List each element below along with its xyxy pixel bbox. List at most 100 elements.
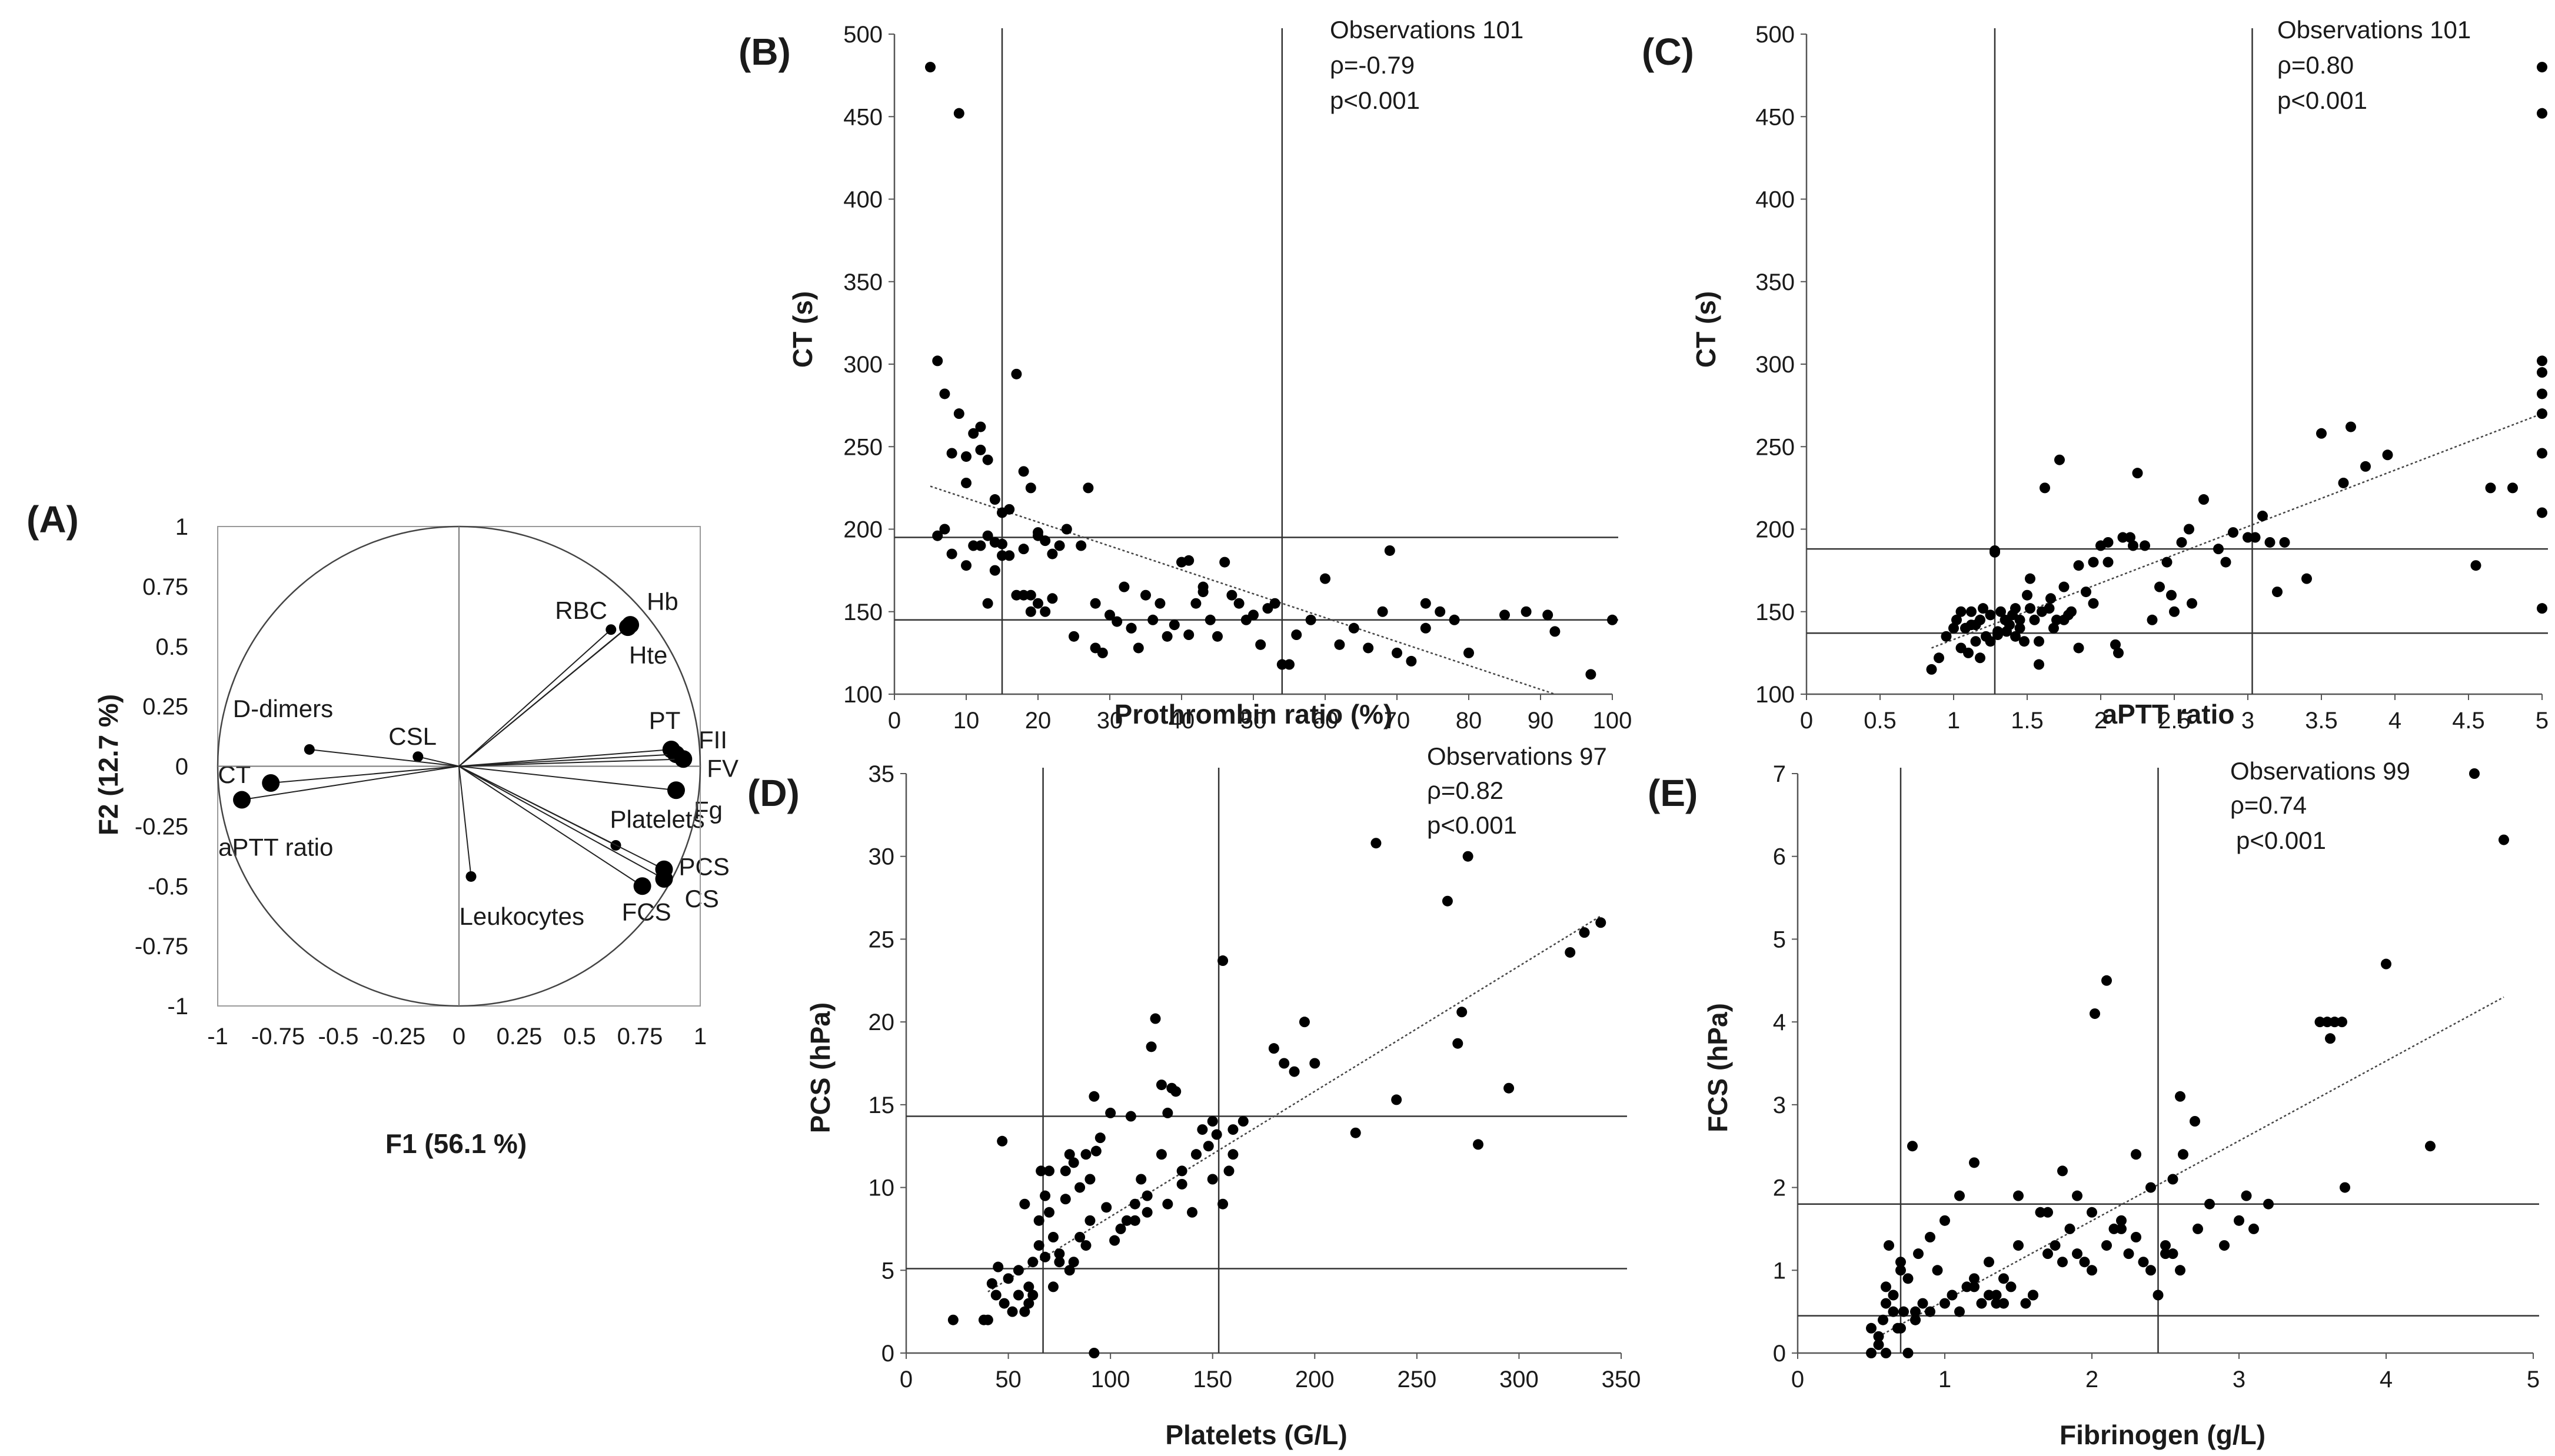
panel-b-data-point — [925, 62, 936, 73]
panel-e-y-tick-label: 7 — [1773, 761, 1786, 787]
panel-b-y-tick-label: 450 — [843, 104, 883, 130]
panel-b-data-point — [1212, 631, 1223, 642]
panel-b-x-tick-label: 40 — [1169, 708, 1195, 734]
panel-b-data-point — [1363, 642, 1374, 654]
panel-e-data-point — [1998, 1273, 2009, 1284]
panel-b-data-point — [1162, 631, 1173, 642]
panel-d-data-point — [990, 1290, 1002, 1301]
panel-c-x-tick-label: 2.5 — [2158, 708, 2191, 734]
panel-c-data-point — [2243, 532, 2253, 543]
panel-d-data-point — [1040, 1251, 1051, 1262]
panel-a-label-d-dimers: D-dimers — [233, 695, 333, 722]
panel-b-x-tick-label: 0 — [888, 708, 901, 734]
panel-d-data-point — [1084, 1215, 1096, 1226]
panel-a-vector-ct — [271, 765, 460, 784]
panel-c-y-tick-label: 500 — [1755, 22, 1795, 48]
panel-a-point-fg — [667, 781, 685, 799]
panel-c-data-point — [2360, 461, 2371, 472]
panel-e-data-point — [1910, 1314, 1921, 1325]
panel-c-y-tick-label: 250 — [1755, 434, 1795, 460]
panel-c-data-point — [1995, 606, 2006, 617]
panel-c-x-tick-label: 1.5 — [2011, 708, 2044, 734]
panel-b-data-point — [982, 530, 993, 541]
panel-b-data-point — [1205, 614, 1216, 625]
panel-b-data-point — [1054, 540, 1065, 551]
panel-d-data-point — [1207, 1116, 1218, 1127]
panel-c-y-axis-title: CT (s) — [1691, 291, 1721, 368]
panel-d-data-point — [1473, 1139, 1483, 1150]
panel-c-y-tick-label: 300 — [1755, 352, 1795, 378]
panel-c-data-point — [2382, 449, 2393, 461]
panel-b-data-point — [1133, 642, 1144, 654]
panel-b-data-point — [997, 538, 1007, 549]
panel-a-x-tick-label: 0.25 — [497, 1024, 543, 1049]
panel-c-data-point — [2264, 537, 2275, 548]
panel-b-data-point — [1219, 557, 1230, 568]
panel-c-x-tick-label: 4 — [2388, 708, 2401, 734]
panel-a-x-tick-label: 1 — [694, 1024, 707, 1049]
panel-c-data-point — [2537, 355, 2547, 367]
panel-b-x-tick-label: 90 — [1528, 708, 1554, 734]
panel-d-data-point — [1146, 1041, 1157, 1052]
panel-b-data-point — [939, 388, 950, 399]
panel-b-x-tick-label: 10 — [953, 708, 980, 734]
panel-a-label-fg: Fg — [694, 796, 723, 824]
panel-d-data-point — [1503, 1082, 1515, 1094]
panel-d-data-point — [1068, 1257, 1079, 1268]
panel-e-data-point — [2116, 1215, 2127, 1226]
panel-b-y-tick-label: 200 — [843, 517, 883, 543]
panel-e-data-point — [2013, 1240, 2024, 1251]
panel-c-data-point — [2169, 606, 2180, 617]
panel-c-data-point — [2102, 557, 2114, 568]
panel-b-data-point — [1025, 606, 1036, 617]
panel-e-data-point — [1895, 1257, 1906, 1268]
panel-b-data-point — [1183, 555, 1195, 566]
panel-a-vector-pt — [458, 748, 671, 767]
panel-b-annotation-observations: Observations 101 — [1330, 16, 1523, 44]
panel-e-annotation-p: p<0.001 — [2236, 827, 2326, 854]
panel-b-data-point — [1025, 589, 1036, 601]
panel-c-data-point — [2073, 560, 2084, 571]
panel-e-data-point — [1947, 1290, 1958, 1301]
panel-e-data-point — [2145, 1182, 2156, 1193]
panel-e-data-point — [2469, 768, 2480, 779]
panel-b-data-point — [1025, 482, 1036, 494]
panel-d-data-point — [1142, 1207, 1153, 1218]
panel-b-data-point — [1348, 622, 1359, 634]
panel-a-y-tick-label: -0.5 — [148, 874, 188, 899]
panel-c-data-point — [1992, 629, 2003, 641]
panel-e-data-point — [1939, 1215, 1950, 1226]
panel-c-data-point — [2161, 557, 2173, 568]
panel-c-data-point — [2010, 603, 2021, 614]
panel-d-annotation-p: p<0.001 — [1427, 811, 1517, 839]
panel-d-data-point — [1090, 1145, 1102, 1157]
panel-e-data-point — [2042, 1207, 2053, 1218]
panel-d-data-point — [1094, 1132, 1106, 1144]
panel-c-data-point — [1955, 606, 1967, 617]
panel-e-y-tick-label: 1 — [1773, 1258, 1786, 1284]
panel-e-y-tick-label: 6 — [1773, 844, 1786, 870]
panel-b-data-point — [968, 428, 979, 439]
panel-d-data-point — [1054, 1257, 1065, 1268]
panel-b-y-tick-label: 250 — [843, 434, 883, 460]
panel-d-x-tick-label: 50 — [995, 1367, 1022, 1392]
panel-c-data-point — [1990, 547, 2000, 558]
panel-c-data-point — [2154, 581, 2165, 592]
panel-c-data-point — [1941, 631, 1952, 642]
panel-a-x-tick-label: -0.25 — [372, 1024, 425, 1049]
panel-b-x-tick-label: 70 — [1384, 708, 1410, 734]
panel-a-x-tick-label: -0.75 — [251, 1024, 305, 1049]
panel-b-y-axis-title: CT (s) — [787, 291, 818, 368]
panel-d-data-point — [1074, 1182, 1086, 1193]
panel-d-data-point — [1019, 1306, 1030, 1317]
panel-a-point-fcs — [633, 877, 651, 895]
panel-c-y-tick-label: 200 — [1755, 517, 1795, 543]
panel-c-data-point — [1970, 619, 1981, 631]
panel-b-data-point — [1104, 609, 1115, 621]
panel-e-data-point — [2167, 1174, 2178, 1185]
panel-c-data-point — [2001, 626, 2012, 637]
panel-d-data-point — [1309, 1058, 1320, 1069]
panel-d-y-tick-label: 0 — [881, 1341, 894, 1367]
panel-a-x-tick-label: 0.75 — [617, 1024, 663, 1049]
panel-d-y-tick-label: 20 — [869, 1009, 895, 1035]
